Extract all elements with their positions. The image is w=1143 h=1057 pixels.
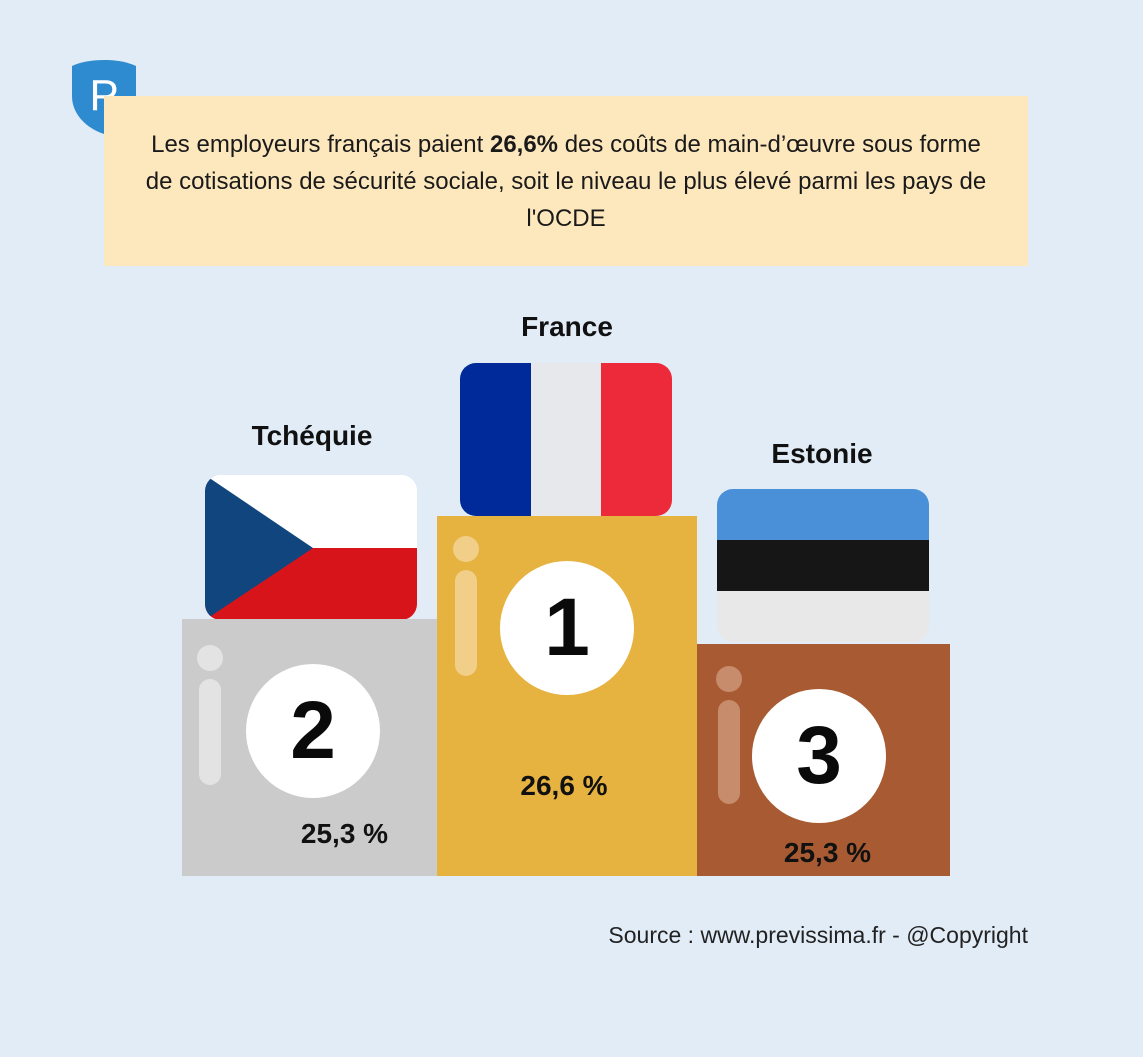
podium-block-third: 3 25,3 % bbox=[697, 644, 950, 876]
decoration-dot bbox=[197, 645, 223, 671]
estonia-flag-icon bbox=[717, 489, 929, 642]
decoration-dot bbox=[453, 536, 479, 562]
value-estonia: 25,3 % bbox=[783, 837, 872, 868]
czechia-flag-icon bbox=[205, 475, 417, 620]
headline-text-start: Les employeurs français paient bbox=[151, 131, 490, 158]
decoration-bar bbox=[199, 679, 221, 785]
country-name-czechia: Tchéquie bbox=[251, 420, 373, 451]
decoration-dot bbox=[716, 666, 742, 692]
flag-stripe-red bbox=[601, 363, 672, 516]
decoration-bar bbox=[455, 570, 477, 676]
value-france: 26,6 % bbox=[520, 770, 608, 801]
decoration-bar bbox=[718, 700, 740, 804]
flag-stripe-white bbox=[530, 363, 602, 516]
flag-stripe-blue bbox=[460, 363, 531, 516]
headline-text-end: des coûts de main-d’œuvre sous forme de … bbox=[145, 131, 987, 232]
podium-block-second: 2 25,3 % bbox=[182, 619, 437, 876]
rank-badge-third: 3 bbox=[752, 689, 886, 823]
podium-block-first: 1 26,6 % bbox=[437, 516, 697, 876]
headline-text: Les employeurs français paient 26,6% des… bbox=[144, 126, 988, 237]
country-name-estonia: Estonie bbox=[771, 438, 873, 469]
rank-badge-first: 1 bbox=[500, 561, 634, 695]
value-czechia: 25,3 % bbox=[300, 818, 389, 849]
france-flag-icon bbox=[460, 363, 672, 516]
source-credit: Source : www.previssima.fr - @Copyright bbox=[608, 922, 1028, 948]
country-name-france: France bbox=[521, 311, 613, 342]
flag-stripe-black bbox=[717, 540, 929, 591]
flag-stripe-white bbox=[717, 591, 929, 642]
headline-highlight: 26,6% bbox=[489, 131, 559, 158]
rank-badge-second: 2 bbox=[246, 664, 380, 798]
headline-box: Les employeurs français paient 26,6% des… bbox=[104, 96, 1028, 266]
flag-stripe-blue bbox=[717, 489, 929, 540]
